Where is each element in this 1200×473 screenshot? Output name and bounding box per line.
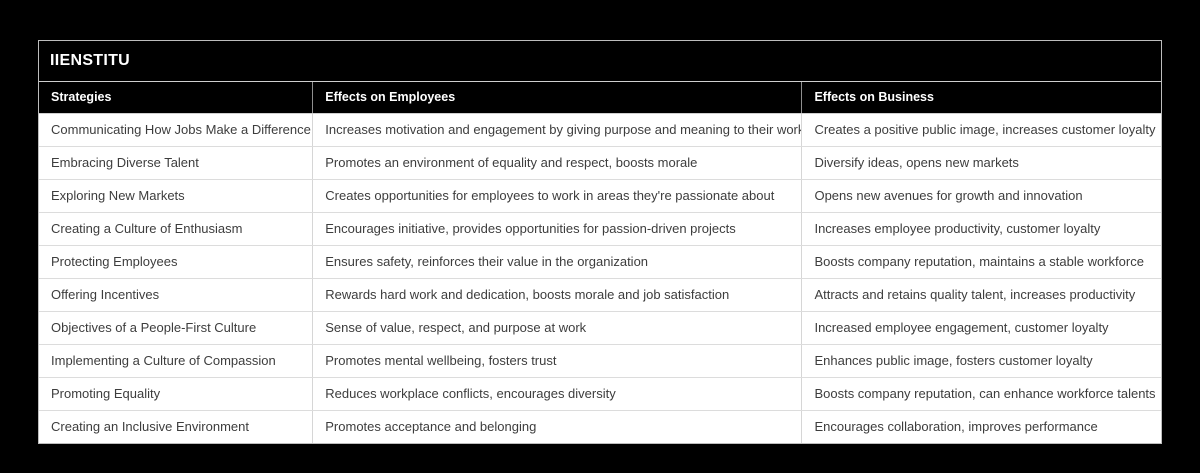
table-cell: Attracts and retains quality talent, inc… [801, 278, 1161, 312]
table-row: Embracing Diverse Talent Promotes an envi… [39, 146, 1161, 180]
table-cell: Opens new avenues for growth and innovat… [801, 179, 1161, 213]
table-row: Exploring New Markets Creates opportuniti… [39, 179, 1161, 213]
table-row: Communicating How Jobs Make a Difference… [39, 113, 1161, 147]
strategies-table: Strategies Effects on Employees Effects … [39, 82, 1161, 443]
table-cell: Embracing Diverse Talent [39, 146, 314, 180]
table-row: Promoting Equality Reduces workplace conf… [39, 377, 1161, 411]
table-cell: Encourages initiative, provides opportun… [312, 212, 803, 246]
table-cell: Objectives of a People-First Culture [39, 311, 314, 345]
table-cell: Promotes an environment of equality and … [312, 146, 803, 180]
table-cell: Promoting Equality [39, 377, 314, 411]
table-row: Offering Incentives Rewards hard work and… [39, 278, 1161, 312]
table-cell: Creating an Inclusive Environment [39, 410, 314, 443]
table-cell: Creating a Culture of Enthusiasm [39, 212, 314, 246]
table-cell: Promotes acceptance and belonging [312, 410, 803, 443]
table-cell: Promotes mental wellbeing, fosters trust [312, 344, 803, 378]
table-cell: Exploring New Markets [39, 179, 314, 213]
table-cell: Encourages collaboration, improves perfo… [801, 410, 1161, 443]
column-header-strategies: Strategies [39, 82, 314, 114]
table-cell: Offering Incentives [39, 278, 314, 312]
table-cell: Communicating How Jobs Make a Difference [39, 113, 314, 147]
table-cell: Creates opportunities for employees to w… [312, 179, 803, 213]
table-cell: Rewards hard work and dedication, boosts… [312, 278, 803, 312]
table-cell: Protecting Employees [39, 245, 314, 279]
brand-title: IIENSTITU [39, 41, 1161, 82]
table-cell: Increased employee engagement, customer … [801, 311, 1161, 345]
table-cell: Increases motivation and engagement by g… [312, 113, 803, 147]
table-cell: Diversify ideas, opens new markets [801, 146, 1161, 180]
table-cell: Reduces workplace conflicts, encourages … [312, 377, 803, 411]
table-row: Creating a Culture of Enthusiasm Encourag… [39, 212, 1161, 246]
table-cell: Boosts company reputation, maintains a s… [801, 245, 1161, 279]
table-cell: Ensures safety, reinforces their value i… [312, 245, 803, 279]
column-header-effects-on-business: Effects on Business [801, 82, 1161, 114]
column-header-effects-on-employees: Effects on Employees [312, 82, 803, 114]
strategies-table-card: IIENSTITU Strategies Effects on Employee… [38, 40, 1162, 444]
table-row: Objectives of a People-First Culture Sens… [39, 311, 1161, 345]
table-cell: Creates a positive public image, increas… [801, 113, 1161, 147]
table-body: Communicating How Jobs Make a Difference… [39, 113, 1161, 443]
table-row: Creating an Inclusive Environment Promote… [39, 410, 1161, 443]
table-cell: Increases employee productivity, custome… [801, 212, 1161, 246]
table-row: Implementing a Culture of Compassion Prom… [39, 344, 1161, 378]
table-cell: Boosts company reputation, can enhance w… [801, 377, 1161, 411]
table-cell: Enhances public image, fosters customer … [801, 344, 1161, 378]
table-row: Protecting Employees Ensures safety, rein… [39, 245, 1161, 279]
table-cell: Sense of value, respect, and purpose at … [312, 311, 803, 345]
header-row: Strategies Effects on Employees Effects … [39, 82, 1161, 114]
table-cell: Implementing a Culture of Compassion [39, 344, 314, 378]
